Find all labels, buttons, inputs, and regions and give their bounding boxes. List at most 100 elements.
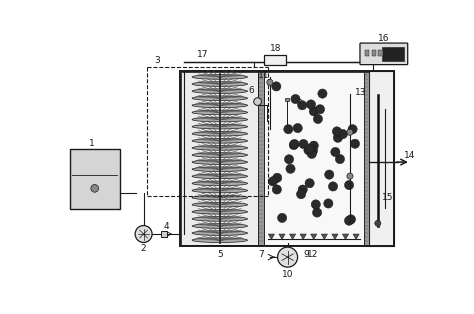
Bar	[382, 47, 404, 61]
Text: 12: 12	[307, 250, 319, 258]
Circle shape	[335, 154, 345, 164]
Text: 3: 3	[155, 56, 160, 65]
Polygon shape	[310, 234, 317, 239]
Bar	[364, 72, 369, 245]
Ellipse shape	[192, 117, 247, 122]
Circle shape	[307, 149, 317, 159]
Circle shape	[328, 182, 337, 191]
Text: R: R	[272, 55, 279, 65]
Ellipse shape	[192, 96, 247, 100]
Circle shape	[347, 129, 353, 135]
Text: 15: 15	[382, 193, 393, 202]
Circle shape	[305, 144, 314, 153]
Bar	[372, 50, 376, 56]
Ellipse shape	[192, 195, 247, 200]
Polygon shape	[332, 234, 338, 239]
Circle shape	[293, 123, 302, 133]
Circle shape	[286, 164, 295, 173]
Ellipse shape	[192, 203, 247, 207]
Circle shape	[299, 139, 308, 149]
Circle shape	[268, 177, 277, 186]
Circle shape	[333, 133, 343, 143]
Polygon shape	[353, 234, 359, 239]
Bar	[264, 55, 286, 65]
Circle shape	[350, 139, 360, 149]
Polygon shape	[321, 234, 328, 239]
Text: 6: 6	[248, 86, 254, 95]
Circle shape	[290, 139, 299, 149]
Circle shape	[278, 247, 298, 267]
Ellipse shape	[192, 124, 247, 129]
Circle shape	[273, 173, 282, 182]
Ellipse shape	[192, 231, 247, 236]
FancyBboxPatch shape	[360, 43, 408, 65]
Circle shape	[309, 141, 319, 150]
Text: 13: 13	[355, 88, 366, 97]
Circle shape	[375, 220, 381, 226]
Text: 18: 18	[270, 44, 281, 53]
Bar	[182, 72, 258, 245]
Ellipse shape	[192, 188, 247, 193]
Circle shape	[272, 82, 281, 91]
Circle shape	[311, 200, 320, 209]
Polygon shape	[279, 234, 285, 239]
Circle shape	[324, 199, 333, 208]
Bar	[161, 231, 167, 237]
Circle shape	[309, 146, 318, 155]
Text: 7: 7	[258, 250, 264, 258]
Circle shape	[289, 140, 299, 150]
Circle shape	[298, 101, 307, 110]
Circle shape	[332, 127, 342, 136]
Ellipse shape	[192, 89, 247, 94]
Ellipse shape	[192, 174, 247, 179]
Ellipse shape	[192, 82, 247, 86]
Circle shape	[331, 147, 340, 157]
Circle shape	[272, 185, 282, 194]
Bar	[258, 72, 264, 245]
Ellipse shape	[192, 209, 247, 214]
Circle shape	[91, 185, 99, 192]
Circle shape	[267, 79, 273, 85]
Circle shape	[298, 185, 307, 194]
Text: 17: 17	[397, 50, 408, 59]
Bar	[70, 149, 120, 209]
Circle shape	[305, 179, 314, 188]
Ellipse shape	[192, 160, 247, 165]
Text: 2: 2	[140, 244, 146, 253]
Circle shape	[135, 225, 152, 242]
Bar	[369, 71, 394, 246]
Circle shape	[313, 114, 323, 124]
Circle shape	[348, 125, 357, 134]
Text: 16: 16	[378, 34, 390, 43]
Circle shape	[325, 170, 334, 179]
Bar	[365, 50, 369, 56]
Bar	[284, 98, 289, 101]
Circle shape	[277, 213, 287, 223]
Circle shape	[338, 129, 347, 139]
Circle shape	[315, 105, 325, 114]
Ellipse shape	[192, 224, 247, 228]
Bar	[264, 72, 364, 245]
Bar	[377, 94, 379, 227]
Ellipse shape	[192, 146, 247, 150]
Polygon shape	[300, 234, 306, 239]
Text: 4: 4	[164, 222, 170, 231]
Circle shape	[284, 125, 293, 134]
Circle shape	[312, 208, 322, 217]
Polygon shape	[342, 234, 348, 239]
Circle shape	[347, 173, 353, 179]
Circle shape	[318, 89, 327, 98]
Text: 5: 5	[217, 250, 223, 258]
Ellipse shape	[192, 110, 247, 115]
Ellipse shape	[192, 132, 247, 136]
Ellipse shape	[192, 181, 247, 186]
Bar	[180, 71, 394, 246]
Circle shape	[345, 181, 354, 190]
Circle shape	[296, 190, 306, 199]
Circle shape	[254, 98, 261, 106]
Ellipse shape	[192, 138, 247, 143]
Ellipse shape	[192, 238, 247, 242]
Ellipse shape	[192, 103, 247, 108]
Text: 17: 17	[197, 50, 209, 59]
Text: 11: 11	[258, 71, 269, 80]
